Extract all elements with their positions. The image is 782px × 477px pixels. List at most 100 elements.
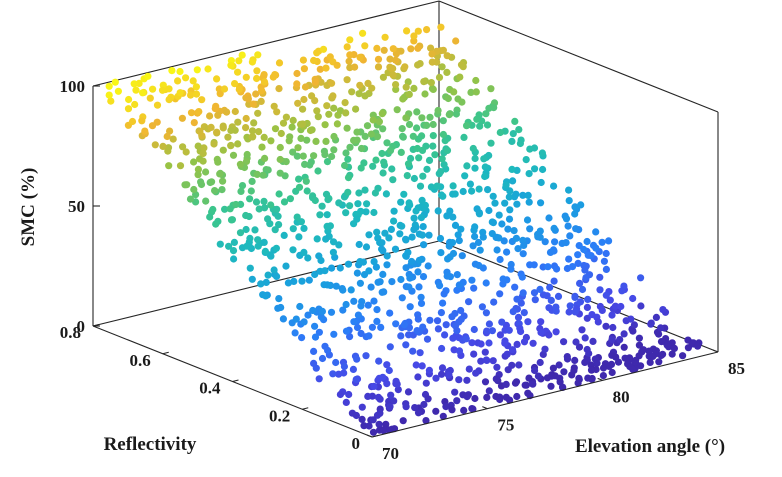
data-point — [235, 57, 243, 65]
data-point — [407, 45, 415, 53]
data-point — [649, 352, 657, 360]
elevation-tick-label: 70 — [382, 444, 399, 463]
data-point — [373, 317, 381, 325]
data-point — [457, 306, 465, 315]
data-point — [413, 124, 421, 132]
data-point — [477, 340, 485, 348]
data-point — [195, 108, 203, 116]
data-point — [315, 375, 323, 383]
data-point — [383, 380, 391, 388]
data-point — [224, 133, 232, 141]
data-point — [483, 393, 491, 401]
data-point — [229, 247, 238, 255]
data-point — [131, 100, 139, 109]
data-point — [198, 96, 206, 104]
data-point — [324, 346, 332, 354]
data-point — [200, 144, 208, 152]
data-point — [432, 374, 440, 382]
data-point — [477, 357, 485, 365]
elevation-tick-mark — [366, 434, 373, 438]
data-point — [514, 313, 523, 321]
data-point — [301, 83, 310, 91]
data-point — [617, 302, 625, 311]
data-point — [322, 64, 330, 72]
data-point — [437, 249, 445, 257]
data-point — [304, 311, 312, 319]
data-point — [277, 129, 285, 138]
data-point — [344, 188, 352, 196]
data-point — [562, 215, 571, 223]
data-point — [258, 87, 266, 95]
data-point — [213, 128, 221, 136]
data-point — [471, 223, 479, 231]
data-point — [684, 344, 693, 352]
data-point — [297, 134, 305, 142]
data-point — [260, 197, 268, 205]
data-point — [399, 95, 407, 103]
data-point — [322, 137, 330, 145]
data-point — [273, 108, 281, 116]
data-point — [378, 149, 386, 158]
data-point — [620, 343, 628, 351]
data-point — [406, 303, 414, 311]
data-point — [424, 395, 432, 403]
data-point — [249, 100, 257, 108]
data-point — [261, 204, 269, 212]
data-point — [399, 133, 407, 141]
data-point — [341, 99, 349, 107]
data-point — [432, 407, 440, 415]
data-point — [652, 313, 661, 321]
data-point — [311, 78, 319, 86]
data-point — [560, 368, 568, 376]
data-point — [165, 162, 173, 170]
data-point — [498, 220, 506, 228]
data-point — [199, 157, 207, 165]
data-point — [565, 197, 573, 205]
data-point — [589, 337, 597, 345]
data-point — [396, 230, 404, 238]
data-point — [493, 246, 501, 254]
data-point — [386, 403, 394, 411]
data-point — [194, 165, 202, 173]
data-point — [330, 146, 338, 154]
data-point — [328, 79, 336, 87]
data-point — [414, 315, 422, 323]
data-point — [647, 320, 655, 328]
data-point — [523, 216, 532, 224]
data-point — [330, 330, 338, 338]
data-point — [192, 90, 201, 98]
data-point — [151, 141, 159, 149]
data-point — [655, 330, 663, 338]
data-point — [509, 130, 517, 138]
data-point — [565, 255, 573, 263]
data-point — [370, 382, 378, 390]
data-point — [361, 186, 369, 194]
data-point — [211, 105, 219, 113]
data-point — [389, 45, 397, 53]
data-point — [350, 220, 358, 228]
data-point — [221, 205, 229, 213]
data-point — [512, 234, 521, 242]
data-point — [346, 333, 354, 341]
data-point — [339, 306, 347, 314]
data-point — [234, 68, 242, 76]
data-point — [269, 73, 277, 81]
data-point — [458, 252, 466, 260]
z-tick-label: 0 — [77, 317, 86, 336]
data-point — [168, 67, 176, 75]
data-point — [547, 382, 555, 390]
data-point — [386, 343, 394, 351]
data-point — [390, 207, 398, 215]
data-point — [448, 313, 456, 321]
data-point — [476, 122, 484, 130]
data-point — [321, 121, 329, 129]
data-point — [374, 63, 383, 71]
data-point — [426, 316, 434, 324]
data-point — [289, 148, 297, 156]
data-point — [566, 232, 574, 240]
data-point — [380, 427, 388, 435]
data-point — [457, 225, 465, 233]
data-point — [355, 240, 363, 249]
data-point — [510, 227, 518, 235]
reflectivity-tick-mark — [371, 434, 379, 438]
